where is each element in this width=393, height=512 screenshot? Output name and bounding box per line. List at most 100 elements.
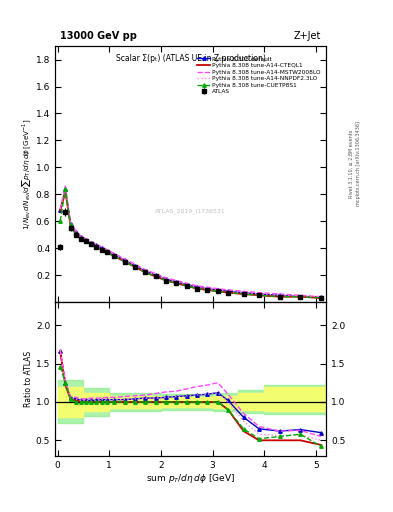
Pythia 8.308 tune-A14-MSTW2008LO [215,286,220,292]
Pythia 8.308 default [73,229,78,235]
Pythia 8.308 default [133,263,138,269]
Pythia 8.308 tune-A14-NNPDF2.3LO [58,206,62,212]
Pythia 8.308 tune-CUETP8S1 [205,287,210,293]
Pythia 8.308 default [241,290,246,296]
Pythia 8.308 default [195,284,199,290]
Pythia 8.308 tune-A14-MSTW2008LO [84,236,88,242]
Pythia 8.308 tune-A14-NNPDF2.3LO [174,279,179,285]
Pythia 8.308 default [174,279,179,285]
Pythia 8.308 default [277,292,282,298]
Pythia 8.308 tune-A14-CTEQL1 [195,286,199,292]
Pythia 8.308 default [319,293,323,300]
Pythia 8.308 tune-A14-MSTW2008LO [89,239,94,245]
Pythia 8.308 default [122,257,127,263]
Pythia 8.308 default [68,221,73,227]
Pythia 8.308 default [164,276,169,282]
Pythia 8.308 default [94,242,99,248]
Pythia 8.308 tune-A14-CTEQL1 [79,236,83,242]
Text: ATLAS_2019_I1736531: ATLAS_2019_I1736531 [155,208,226,214]
Pythia 8.308 tune-CUETP8S1 [94,244,99,250]
Pythia 8.308 tune-A14-CTEQL1 [153,273,158,280]
Pythia 8.308 tune-CUETP8S1 [112,253,117,260]
Pythia 8.308 tune-A14-CTEQL1 [73,230,78,237]
Pythia 8.308 tune-A14-MSTW2008LO [99,244,104,250]
Pythia 8.308 tune-CUETP8S1 [122,259,127,265]
Pythia 8.308 tune-CUETP8S1 [89,241,94,247]
Pythia 8.308 tune-A14-MSTW2008LO [205,284,210,290]
Pythia 8.308 tune-A14-NNPDF2.3LO [195,284,199,290]
Pythia 8.308 tune-A14-CTEQL1 [58,207,62,214]
Pythia 8.308 tune-A14-NNPDF2.3LO [226,288,230,294]
Pythia 8.308 tune-A14-CTEQL1 [89,241,94,247]
Pythia 8.308 default [58,207,62,214]
Pythia 8.308 tune-A14-NNPDF2.3LO [122,257,127,263]
Text: Z+Jet: Z+Jet [294,31,321,41]
Pythia 8.308 tune-CUETP8S1 [84,239,88,245]
Pythia 8.308 tune-A14-MSTW2008LO [58,206,62,212]
Pythia 8.308 tune-A14-MSTW2008LO [226,287,230,293]
Pythia 8.308 tune-CUETP8S1 [298,293,303,300]
Pythia 8.308 tune-A14-NNPDF2.3LO [68,221,73,227]
Pythia 8.308 tune-A14-MSTW2008LO [195,283,199,289]
Pythia 8.308 tune-A14-MSTW2008LO [277,291,282,297]
X-axis label: sum $p_T/d\eta\,d\phi$ [GeV]: sum $p_T/d\eta\,d\phi$ [GeV] [146,472,235,485]
Pythia 8.308 tune-CUETP8S1 [277,293,282,300]
Pythia 8.308 tune-CUETP8S1 [215,288,220,294]
Pythia 8.308 tune-A14-NNPDF2.3LO [298,293,303,300]
Pythia 8.308 tune-A14-CTEQL1 [164,278,169,284]
Pythia 8.308 tune-A14-MSTW2008LO [94,241,99,247]
Text: 13000 GeV pp: 13000 GeV pp [61,31,137,41]
Pythia 8.308 tune-A14-NNPDF2.3LO [143,268,148,274]
Pythia 8.308 tune-CUETP8S1 [79,236,83,242]
Pythia 8.308 tune-A14-NNPDF2.3LO [89,240,94,246]
Pythia 8.308 tune-A14-MSTW2008LO [63,183,68,189]
Pythia 8.308 tune-A14-MSTW2008LO [79,233,83,239]
Text: Scalar Σ(pₜ) (ATLAS UE in Z production): Scalar Σ(pₜ) (ATLAS UE in Z production) [116,54,266,63]
Pythia 8.308 tune-A14-NNPDF2.3LO [319,293,323,300]
Pythia 8.308 tune-CUETP8S1 [319,295,323,301]
Pythia 8.308 tune-CUETP8S1 [73,231,78,238]
Pythia 8.308 tune-A14-NNPDF2.3LO [73,229,78,235]
Pythia 8.308 tune-A14-CTEQL1 [277,293,282,300]
Pythia 8.308 tune-CUETP8S1 [104,249,109,255]
Pythia 8.308 tune-A14-MSTW2008LO [133,261,138,267]
Pythia 8.308 tune-A14-CTEQL1 [122,259,127,265]
Pythia 8.308 tune-A14-CTEQL1 [133,264,138,270]
Pythia 8.308 tune-A14-CTEQL1 [205,287,210,293]
Pythia 8.308 default [99,245,104,251]
Pythia 8.308 tune-A14-MSTW2008LO [143,267,148,273]
Pythia 8.308 tune-A14-CTEQL1 [298,293,303,300]
Pythia 8.308 tune-A14-MSTW2008LO [257,290,261,296]
Pythia 8.308 tune-A14-NNPDF2.3LO [153,272,158,278]
Pythia 8.308 tune-A14-NNPDF2.3LO [63,184,68,190]
Pythia 8.308 tune-A14-CTEQL1 [174,280,179,286]
Text: mcplots.cern.ch [arXiv:1306.3436]: mcplots.cern.ch [arXiv:1306.3436] [356,121,361,206]
Pythia 8.308 default [89,240,94,246]
Pythia 8.308 tune-A14-CTEQL1 [215,288,220,294]
Pythia 8.308 default [298,293,303,300]
Pythia 8.308 tune-A14-CTEQL1 [184,283,189,289]
Pythia 8.308 tune-A14-MSTW2008LO [319,293,323,300]
Pythia 8.308 tune-CUETP8S1 [184,283,189,289]
Pythia 8.308 tune-A14-MSTW2008LO [104,246,109,252]
Line: Pythia 8.308 tune-A14-MSTW2008LO: Pythia 8.308 tune-A14-MSTW2008LO [60,186,321,296]
Pythia 8.308 default [257,291,261,297]
Pythia 8.308 tune-A14-CTEQL1 [319,295,323,301]
Pythia 8.308 default [215,287,220,293]
Pythia 8.308 default [184,282,189,288]
Pythia 8.308 tune-A14-CTEQL1 [226,290,230,296]
Pythia 8.308 tune-A14-MSTW2008LO [174,278,179,284]
Pythia 8.308 tune-A14-NNPDF2.3LO [205,286,210,292]
Pythia 8.308 tune-A14-MSTW2008LO [122,256,127,262]
Pythia 8.308 tune-CUETP8S1 [153,273,158,280]
Pythia 8.308 tune-A14-NNPDF2.3LO [257,291,261,297]
Pythia 8.308 tune-CUETP8S1 [99,246,104,252]
Pythia 8.308 tune-CUETP8S1 [226,290,230,296]
Pythia 8.308 tune-A14-NNPDF2.3LO [241,290,246,296]
Text: Rivet 3.1.10, ≥ 2.8M events: Rivet 3.1.10, ≥ 2.8M events [349,130,354,198]
Pythia 8.308 tune-A14-CTEQL1 [99,246,104,252]
Pythia 8.308 tune-A14-NNPDF2.3LO [133,263,138,269]
Y-axis label: Ratio to ATLAS: Ratio to ATLAS [24,351,33,407]
Pythia 8.308 tune-A14-NNPDF2.3LO [184,282,189,288]
Pythia 8.308 tune-A14-MSTW2008LO [112,250,117,257]
